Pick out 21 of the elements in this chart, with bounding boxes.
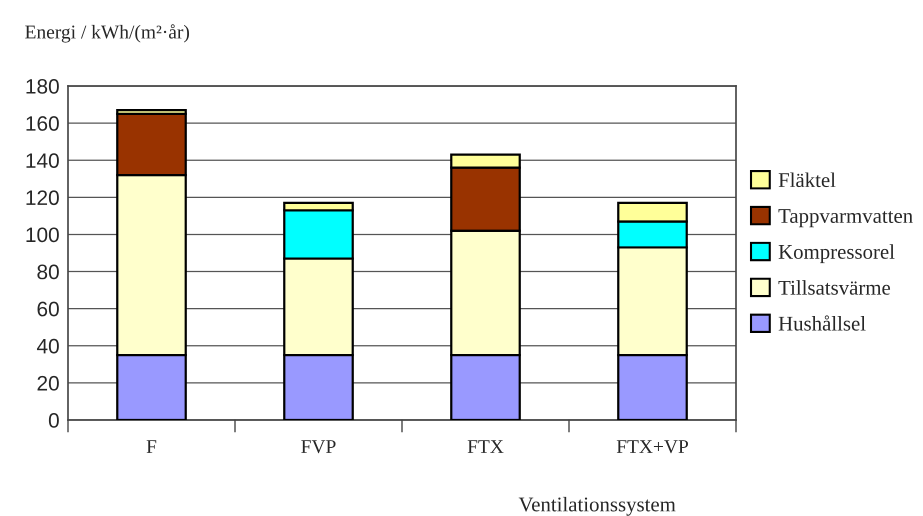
y-tick-label: 160 (26, 116, 59, 131)
x-axis-title: Ventilationssystem (518, 496, 676, 516)
y-tick-label: 120 (26, 190, 59, 206)
legend-label: Tappvarmvatten (778, 209, 913, 228)
y-tick-label: 100 (26, 227, 59, 242)
y-tick-label: 80 (37, 264, 59, 280)
legend-label: Tillsatsvärme (778, 280, 890, 295)
y-tick-label: 140 (26, 153, 59, 168)
legend-label: Kompressorel (778, 244, 895, 264)
x-tick-label: F (146, 440, 156, 453)
y-tick-label: 60 (38, 302, 59, 316)
x-tick-label: FTX (468, 440, 504, 453)
y-tick-label: 20 (38, 376, 59, 391)
x-tick-label: FVP (301, 440, 336, 454)
x-tick-label: FTX+VP (616, 440, 688, 454)
y-tick-label: 180 (26, 79, 59, 94)
legend-label: Fläktel (778, 172, 836, 188)
y-tick-label: 40 (36, 338, 59, 354)
legend-label: Hushållsel (778, 315, 866, 331)
y-axis-title: Energi / kWh/(m²·år) (25, 24, 190, 43)
y-tick-label: 0 (48, 413, 59, 428)
